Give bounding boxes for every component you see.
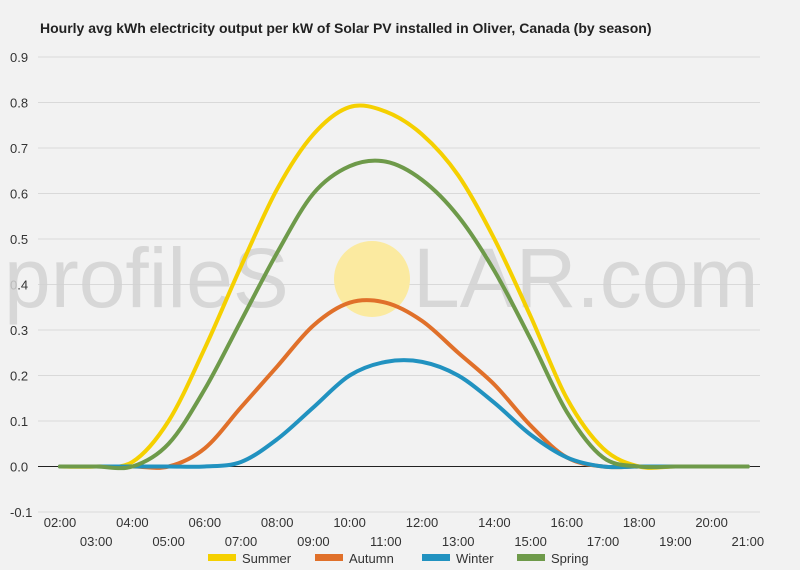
legend: Summer Autumn Winter Spring	[208, 551, 589, 566]
watermark-text-right: LAR.com	[413, 231, 758, 325]
x-tick-label: 06:00	[189, 515, 222, 530]
y-tick-label: 0.5	[10, 232, 28, 247]
series-line-spring	[58, 158, 750, 471]
y-tick-label: 0.2	[10, 369, 28, 384]
y-tick-label: 0.8	[10, 96, 28, 111]
y-tick-label: 0.6	[10, 187, 28, 202]
legend-label-autumn: Autumn	[349, 551, 394, 566]
x-tick-label: 21:00	[732, 534, 765, 549]
y-tick-label: -0.1	[10, 505, 32, 520]
x-tick-label: 15:00	[514, 534, 547, 549]
watermark-sun-icon	[334, 241, 410, 317]
y-tick-label: 0.3	[10, 323, 28, 338]
x-tick-label: 09:00	[297, 534, 330, 549]
y-axis-ticks: -0.1 0.0 0.1 0.2 0.3 0.4 0.5 0.6 0.7 0.8 0.9	[10, 50, 32, 520]
x-tick-label: 14:00	[478, 515, 511, 530]
chart-title: Hourly avg kWh electricity output per kW…	[40, 20, 651, 36]
legend-swatch-winter	[422, 554, 450, 561]
legend-swatch-autumn	[315, 554, 343, 561]
legend-label-spring: Spring	[551, 551, 589, 566]
x-tick-label: 02:00	[44, 515, 77, 530]
x-tick-label: 04:00	[116, 515, 149, 530]
y-tick-label: 0.1	[10, 414, 28, 429]
x-tick-label: 08:00	[261, 515, 294, 530]
x-tick-label: 10:00	[333, 515, 366, 530]
y-tick-label: 0.4	[10, 278, 28, 293]
legend-swatch-spring	[517, 554, 545, 561]
x-tick-label: 07:00	[225, 534, 258, 549]
y-tick-label: 0.0	[10, 460, 28, 475]
x-tick-label: 18:00	[623, 515, 656, 530]
x-tick-label: 12:00	[406, 515, 439, 530]
watermark: profileS LAR.com	[4, 231, 758, 325]
x-tick-label: 11:00	[370, 534, 402, 549]
watermark-text-left: profileS	[4, 231, 289, 325]
series-lines	[58, 103, 750, 471]
y-tick-label: 0.9	[10, 50, 28, 65]
x-tick-label: 16:00	[551, 515, 584, 530]
y-tick-label: 0.7	[10, 141, 28, 156]
x-tick-label: 03:00	[80, 534, 113, 549]
series-line-summer	[58, 103, 750, 470]
x-tick-label: 19:00	[659, 534, 692, 549]
x-tick-label: 20:00	[695, 515, 728, 530]
x-tick-label: 13:00	[442, 534, 475, 549]
legend-swatch-summer	[208, 554, 236, 561]
x-tick-label: 17:00	[587, 534, 620, 549]
x-tick-label: 05:00	[152, 534, 185, 549]
legend-label-summer: Summer	[242, 551, 292, 566]
legend-label-winter: Winter	[456, 551, 494, 566]
